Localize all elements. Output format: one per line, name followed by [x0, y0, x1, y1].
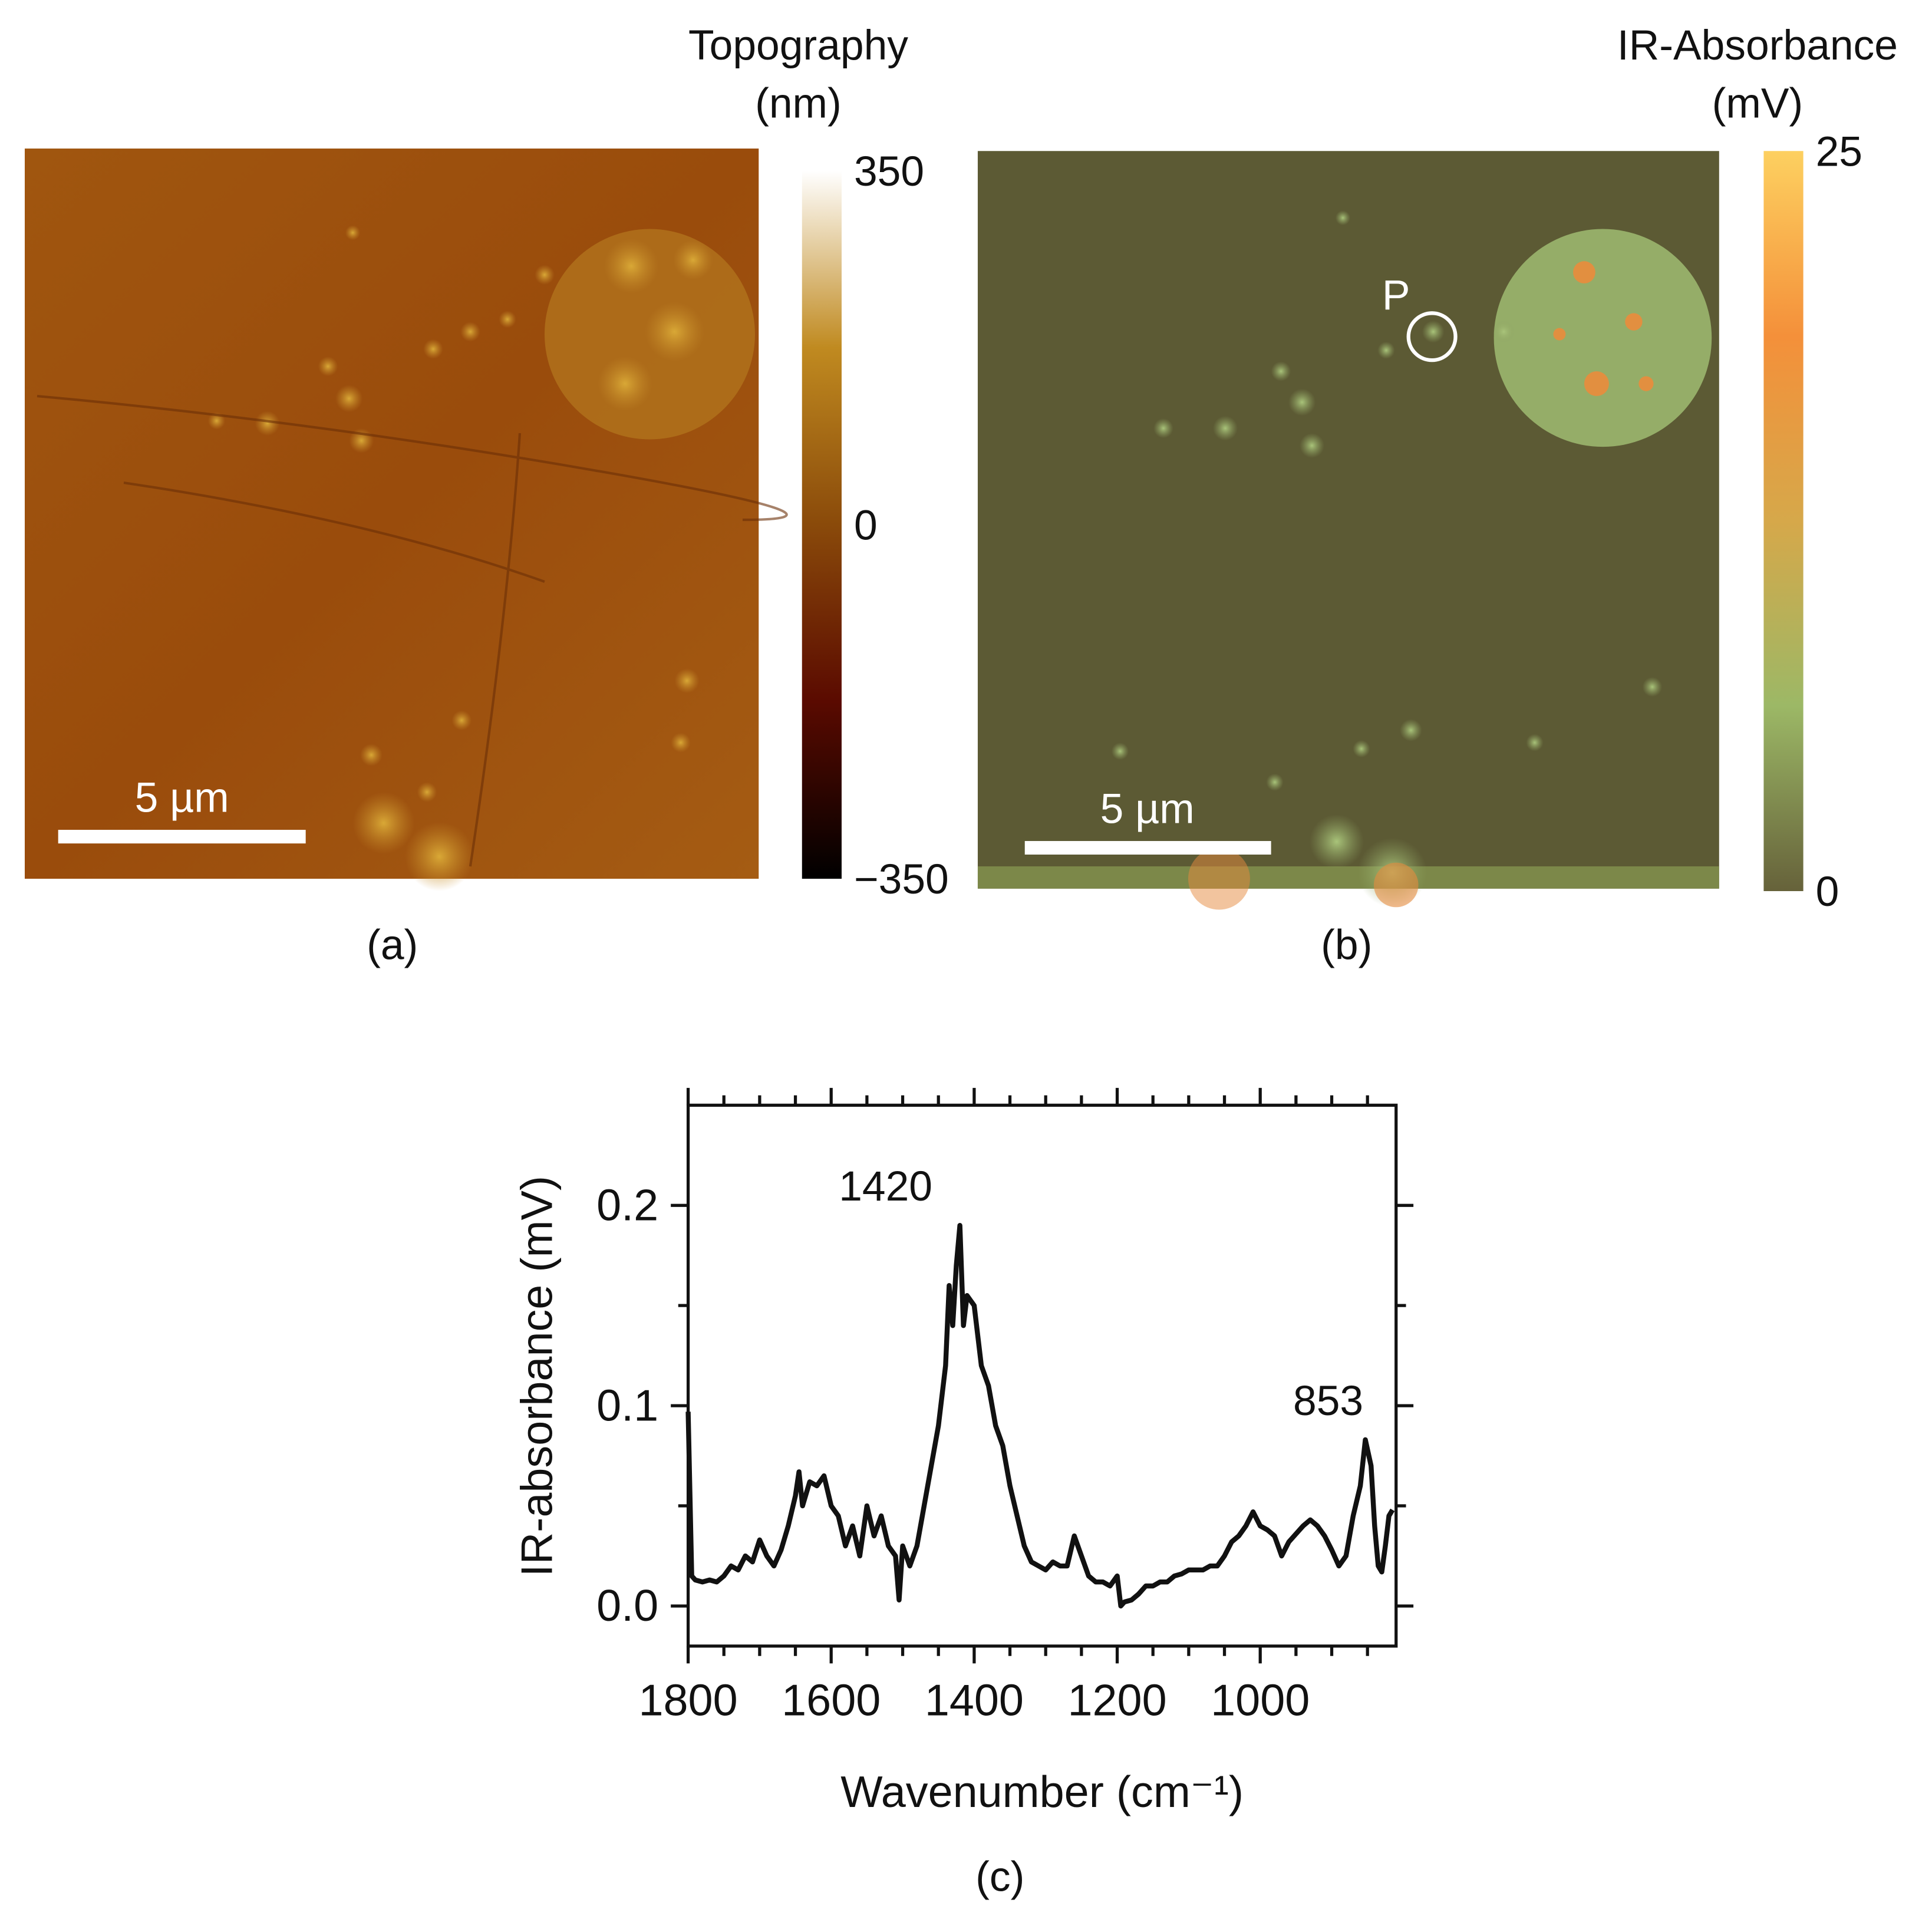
colorbar-title: IR-Absorbance [1617, 22, 1898, 69]
colorbar-title: Topography [688, 22, 908, 69]
y-tick-label: 0.1 [596, 1381, 658, 1430]
x-axis-label: Wavenumber (cm⁻¹) [840, 1767, 1244, 1817]
y-axis-label: IR-absorbance (mV) [513, 1176, 562, 1577]
x-tick-label: 1400 [925, 1676, 1024, 1726]
y-tick-label: 0.0 [596, 1581, 658, 1631]
spectrum-line [685, 1223, 1395, 1609]
x-tick-label: 1200 [1067, 1676, 1166, 1726]
colorbar-tick-label: 25 [1816, 128, 1862, 175]
scale-bar-label: 5 µm [1100, 786, 1195, 833]
plot-frame [686, 1103, 1398, 1648]
colorbar-unit: (mV) [1712, 80, 1804, 127]
colorbar [1763, 151, 1804, 892]
colorbar-tick-label: 350 [854, 148, 924, 195]
colorbar-tick-label: 0 [854, 502, 878, 549]
x-tick-label: 1800 [638, 1676, 737, 1726]
x-tick-label: 1000 [1211, 1676, 1310, 1726]
panel-label: (b) [1321, 921, 1372, 968]
colorbar-tick-label: −350 [854, 856, 949, 903]
colorbar [802, 170, 842, 879]
marker-label: P [1382, 272, 1410, 319]
x-tick-label: 1600 [782, 1676, 881, 1726]
panel-label: (a) [367, 921, 418, 968]
colorbar-unit: (nm) [755, 80, 842, 127]
ir-image [977, 151, 1719, 910]
scale-bars: 5 µm 5 µm P [58, 272, 1458, 855]
colorbar-tick-label: 0 [1816, 868, 1839, 915]
y-tick-label: 0.2 [596, 1180, 658, 1230]
topography-image [24, 149, 788, 892]
peak-annotation: 853 [1293, 1377, 1363, 1424]
panel-label: (c) [975, 1854, 1024, 1901]
scale-bar-label: 5 µm [135, 774, 229, 822]
peak-annotation: 1420 [839, 1163, 932, 1210]
